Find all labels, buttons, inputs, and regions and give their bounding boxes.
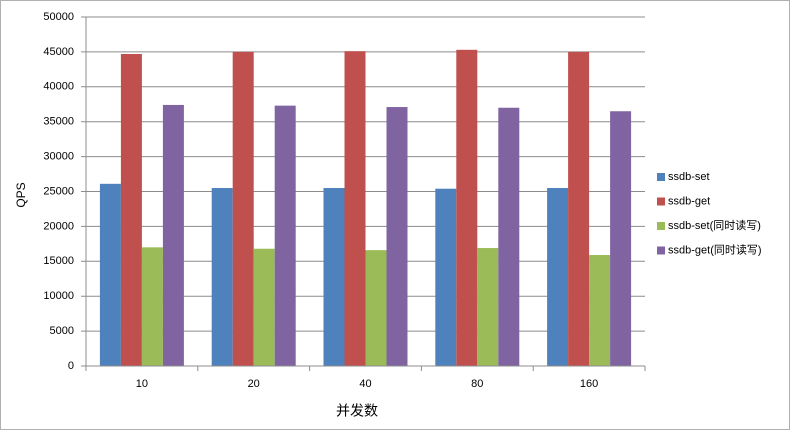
bar bbox=[477, 248, 499, 366]
bar bbox=[211, 188, 233, 366]
bar bbox=[232, 51, 254, 367]
legend-swatch bbox=[657, 197, 665, 206]
bar bbox=[589, 255, 611, 366]
y-tick-label: 50000 bbox=[43, 11, 74, 23]
bar bbox=[547, 188, 569, 366]
bar bbox=[568, 51, 590, 367]
legend-label: ssdb-get(同时读写) bbox=[668, 242, 762, 256]
x-tick-label: 20 bbox=[248, 378, 260, 390]
y-tick-label: 20000 bbox=[43, 220, 74, 232]
legend-swatch bbox=[657, 222, 665, 230]
bar bbox=[435, 188, 457, 366]
x-tick-label: 80 bbox=[471, 378, 483, 390]
bar bbox=[456, 49, 478, 366]
bar bbox=[323, 188, 345, 366]
bar bbox=[610, 111, 632, 366]
x-tick-label: 40 bbox=[359, 378, 371, 390]
legend-swatch bbox=[657, 246, 665, 255]
bar bbox=[253, 248, 275, 366]
y-tick-label: 30000 bbox=[43, 151, 74, 163]
bar bbox=[99, 183, 121, 366]
y-tick-label: 25000 bbox=[43, 185, 74, 197]
y-axis-label: QPS bbox=[14, 182, 28, 207]
y-tick-label: 0 bbox=[68, 360, 74, 372]
x-tick-label: 10 bbox=[136, 378, 148, 390]
y-tick-label: 45000 bbox=[43, 46, 74, 58]
bar bbox=[365, 250, 387, 366]
y-tick-label: 35000 bbox=[43, 116, 74, 128]
y-tick-label: 10000 bbox=[43, 290, 74, 302]
y-tick-label: 40000 bbox=[43, 81, 74, 93]
x-tick-label: 160 bbox=[580, 378, 598, 390]
bar bbox=[141, 247, 163, 366]
y-tick-label: 5000 bbox=[50, 325, 74, 337]
bar bbox=[120, 53, 142, 367]
bar bbox=[274, 105, 296, 367]
y-tick-label: 15000 bbox=[43, 255, 74, 267]
x-axis-label: 并发数 bbox=[336, 403, 378, 419]
legend-label: ssdb-set bbox=[668, 171, 710, 183]
bar bbox=[162, 104, 184, 366]
bar bbox=[344, 51, 366, 367]
bar bbox=[386, 107, 408, 367]
legend-swatch bbox=[657, 173, 665, 181]
bar bbox=[498, 107, 520, 367]
legend-label: ssdb-get bbox=[668, 195, 710, 207]
legend-label: ssdb-set(同时读写) bbox=[668, 218, 761, 232]
